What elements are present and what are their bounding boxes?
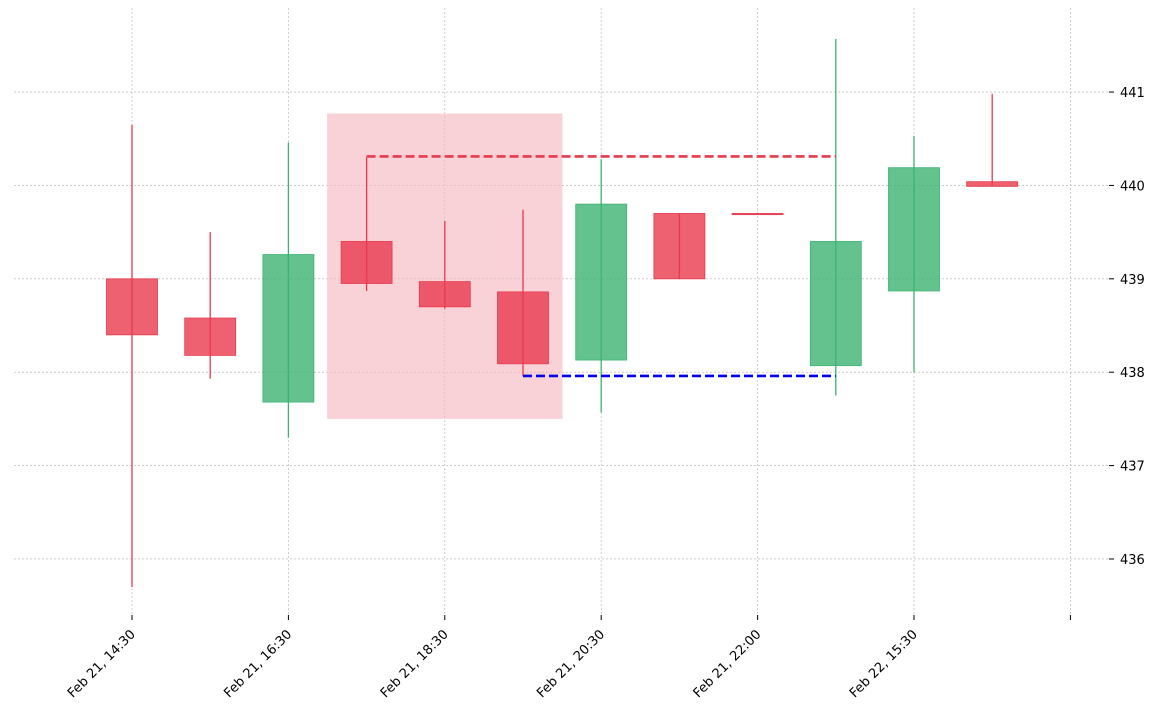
- candles: [106, 38, 1019, 587]
- x-tick-label: Feb 21, 16:30: [221, 627, 295, 701]
- y-tick-label: 440: [1120, 179, 1145, 194]
- x-axis: Feb 21, 14:30 Feb 21, 16:30 Feb 21, 18:30 F…: [65, 615, 1071, 701]
- candle: [888, 135, 940, 373]
- x-tick-label: Feb 21, 20:30: [534, 627, 608, 701]
- candle-body: [106, 278, 158, 336]
- candle: [184, 232, 237, 379]
- candle: [575, 159, 628, 413]
- candle: [966, 93, 1019, 187]
- candle-body: [888, 167, 940, 292]
- level-lines: [366, 155, 836, 378]
- candle-body: [809, 241, 862, 367]
- candle-body: [262, 254, 315, 403]
- candle: [262, 142, 315, 438]
- candle-body: [184, 317, 237, 356]
- candle: [340, 157, 393, 291]
- candle: [106, 124, 158, 587]
- y-tick-label: 439: [1120, 273, 1145, 288]
- candle-body: [731, 213, 784, 216]
- candle: [497, 209, 549, 376]
- candle: [418, 220, 471, 309]
- candle: [809, 38, 862, 396]
- x-tick-label: Feb 21, 14:30: [65, 627, 139, 701]
- y-tick-label: 436: [1120, 553, 1145, 568]
- x-tick-label: Feb 21, 18:30: [378, 627, 452, 701]
- y-tick-label: 438: [1120, 366, 1145, 381]
- y-tick-label: 437: [1120, 460, 1145, 475]
- candle-body: [418, 281, 471, 308]
- candle-body: [497, 291, 549, 365]
- y-axis: 436 437 438 439 440 441: [1109, 86, 1145, 568]
- candle-body: [653, 213, 706, 280]
- candle: [731, 213, 784, 216]
- candle-body: [340, 241, 393, 284]
- y-tick-label: 441: [1120, 86, 1145, 101]
- x-tick-label: Feb 22, 15:30: [847, 627, 921, 701]
- candle: [653, 213, 706, 280]
- candle-body: [575, 203, 628, 361]
- x-tick-label: Feb 21, 22:00: [691, 627, 765, 701]
- candle-body: [966, 181, 1019, 187]
